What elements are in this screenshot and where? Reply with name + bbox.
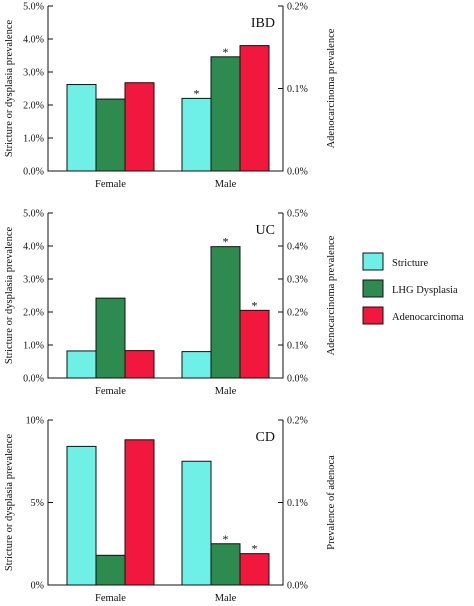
left-tick-label: 5.0% xyxy=(23,209,44,220)
left-tick-label: 4.0% xyxy=(23,242,44,253)
right-axis-label: Adenocarcinoma prevalence xyxy=(326,28,337,148)
right-tick-label: 0.4% xyxy=(287,242,308,253)
right-tick-label: 0.0% xyxy=(287,374,308,385)
right-tick-label: 0.0% xyxy=(287,167,308,178)
left-tick-label: 0.0% xyxy=(23,374,44,385)
bar-lhg_dysplasia-female xyxy=(95,554,126,586)
right-tick-label: 0.1% xyxy=(287,84,308,95)
significance-marker: * xyxy=(252,542,258,556)
right-tick-label: 0.3% xyxy=(287,275,308,286)
left-tick-label: 1.0% xyxy=(23,134,44,145)
bar-lhg_dysplasia-male xyxy=(210,543,241,586)
significance-marker: * xyxy=(223,532,229,546)
bar-stricture-female xyxy=(66,84,97,172)
significance-marker: * xyxy=(194,86,200,100)
category-label-female: Female xyxy=(95,593,126,604)
chart-panels: * * 0.0% 1.0% 2.0% 3.0% 4.0% 5.0% 0.0% 0.1% 0.2% Fe… xyxy=(4,2,337,605)
category-label-male: Male xyxy=(215,386,237,397)
left-tick-label: 2.0% xyxy=(23,101,44,112)
left-tick-label: 5% xyxy=(31,498,44,509)
left-tick-label: 1.0% xyxy=(23,341,44,352)
left-tick-label: 0.0% xyxy=(23,167,44,178)
panel-ibd: * * 0.0% 1.0% 2.0% 3.0% 4.0% 5.0% 0.0% 0.1% 0.2% Fe… xyxy=(4,2,337,191)
panel-label: IBD xyxy=(251,16,275,31)
legend-swatch-adenocarcinoma xyxy=(362,306,384,325)
legend-swatch-lhg_dysplasia xyxy=(362,279,384,298)
left-tick-label: 3.0% xyxy=(23,275,44,286)
panel-label: UC xyxy=(256,223,275,238)
category-label-female: Female xyxy=(95,179,126,190)
bar-adenocarcinoma-female xyxy=(124,439,155,586)
right-tick-label: 0.5% xyxy=(287,209,308,220)
bar-stricture-male xyxy=(181,460,212,586)
bar-lhg_dysplasia-female xyxy=(95,98,126,172)
category-label-female: Female xyxy=(95,386,126,397)
left-tick-label: 0% xyxy=(31,581,44,592)
category-label-male: Male xyxy=(215,179,237,190)
bar-adenocarcinoma-female xyxy=(124,350,155,379)
right-axis-label: Adenocarcinoma prevalence xyxy=(326,235,337,355)
legend: Stricture LHG Dysplasia Adenocarcinoma xyxy=(362,252,464,325)
left-tick-label: 3.0% xyxy=(23,68,44,79)
left-tick-label: 5.0% xyxy=(23,2,44,13)
bar-adenocarcinoma-male xyxy=(239,309,270,379)
bar-lhg_dysplasia-female xyxy=(95,297,126,379)
right-tick-label: 0.2% xyxy=(287,2,308,13)
bar-stricture-male xyxy=(181,351,212,379)
right-tick-label: 0.1% xyxy=(287,341,308,352)
bar-stricture-female xyxy=(66,350,97,379)
bar-lhg_dysplasia-male xyxy=(210,246,241,379)
panel-label: CD xyxy=(256,430,275,445)
left-tick-label: 2.0% xyxy=(23,308,44,319)
significance-marker: * xyxy=(223,45,229,59)
bar-adenocarcinoma-male xyxy=(239,45,270,172)
right-tick-label: 0.2% xyxy=(287,308,308,319)
legend-label-lhg_dysplasia: LHG Dysplasia xyxy=(392,285,458,296)
right-tick-label: 0.0% xyxy=(287,581,308,592)
legend-swatch-stricture xyxy=(362,252,384,271)
bar-stricture-male xyxy=(181,97,212,172)
right-tick-label: 0.1% xyxy=(287,498,308,509)
left-tick-label: 10% xyxy=(26,416,44,427)
legend-label-stricture: Stricture xyxy=(392,258,428,269)
left-axis-label: Stricture or dysplasia prevalence xyxy=(4,20,15,158)
right-tick-label: 0.2% xyxy=(287,416,308,427)
significance-marker: * xyxy=(252,298,258,312)
significance-marker: * xyxy=(223,235,229,249)
bar-stricture-female xyxy=(66,445,97,586)
left-tick-label: 4.0% xyxy=(23,35,44,46)
legend-label-adenocarcinoma: Adenocarcinoma xyxy=(392,312,464,323)
panel-uc: * * 0.0% 1.0% 2.0% 3.0% 4.0% 5.0% 0.0% 0.1% 0.2% 0.… xyxy=(4,209,337,398)
left-axis-label: Stricture or dysplasia prevalence xyxy=(4,434,15,572)
category-label-male: Male xyxy=(215,593,237,604)
bar-lhg_dysplasia-male xyxy=(210,56,241,172)
left-axis-label: Stricture or dysplasia prevalence xyxy=(4,227,15,365)
bar-adenocarcinoma-female xyxy=(124,82,155,172)
right-axis-label: Prevalence of adenoca xyxy=(326,455,337,550)
bar-adenocarcinoma-male xyxy=(239,553,270,586)
plot-frame xyxy=(47,213,284,379)
panel-cd: * * 0% 5% 10% 0.0% 0.1% 0.2% Female Male CD Strictu… xyxy=(4,416,337,605)
